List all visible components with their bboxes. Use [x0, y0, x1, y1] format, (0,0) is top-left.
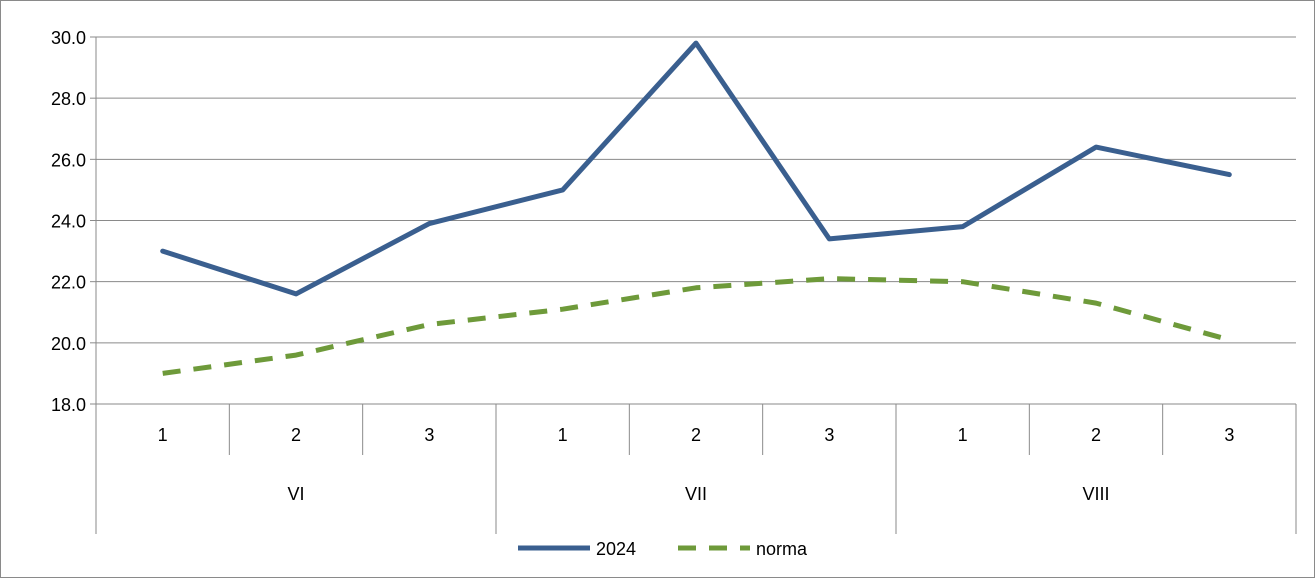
- x-group-label: VIII: [1082, 484, 1109, 504]
- legend-label-norma: norma: [756, 539, 808, 559]
- x-tick-label: 1: [558, 425, 568, 445]
- y-tick-label: 28.0: [51, 89, 86, 109]
- y-tick-label: 24.0: [51, 212, 86, 232]
- y-tick-label: 26.0: [51, 150, 86, 170]
- y-tick-label: 20.0: [51, 334, 86, 354]
- x-tick-label: 3: [1224, 425, 1234, 445]
- legend-label-2024: 2024: [596, 539, 636, 559]
- x-tick-label: 1: [158, 425, 168, 445]
- x-tick-label: 2: [1091, 425, 1101, 445]
- x-tick-label: 3: [424, 425, 434, 445]
- x-tick-label: 3: [824, 425, 834, 445]
- series-lines: [160, 40, 1232, 376]
- series-line-norma: [162, 276, 1230, 376]
- gridlines: [96, 36, 1296, 405]
- x-group-label: VI: [287, 484, 304, 504]
- x-tick-label: 2: [691, 425, 701, 445]
- x-tick-label: 1: [958, 425, 968, 445]
- y-tick-label: 18.0: [51, 395, 86, 415]
- x-tick-labels: 1 2 3 1 2 3 1 2 3: [158, 425, 1235, 445]
- x-tick-label: 2: [291, 425, 301, 445]
- x-group-label: VII: [685, 484, 707, 504]
- y-tick-label: 22.0: [51, 273, 86, 293]
- axes: [90, 36, 1297, 534]
- series-line-2024: [160, 40, 1232, 297]
- x-group-labels: VI VII VIII: [287, 484, 1109, 504]
- legend: 2024 norma: [518, 539, 808, 559]
- y-tick-label: 30.0: [51, 28, 86, 48]
- y-tick-labels: 18.0 20.0 22.0 24.0 26.0 28.0 30.0: [51, 28, 86, 415]
